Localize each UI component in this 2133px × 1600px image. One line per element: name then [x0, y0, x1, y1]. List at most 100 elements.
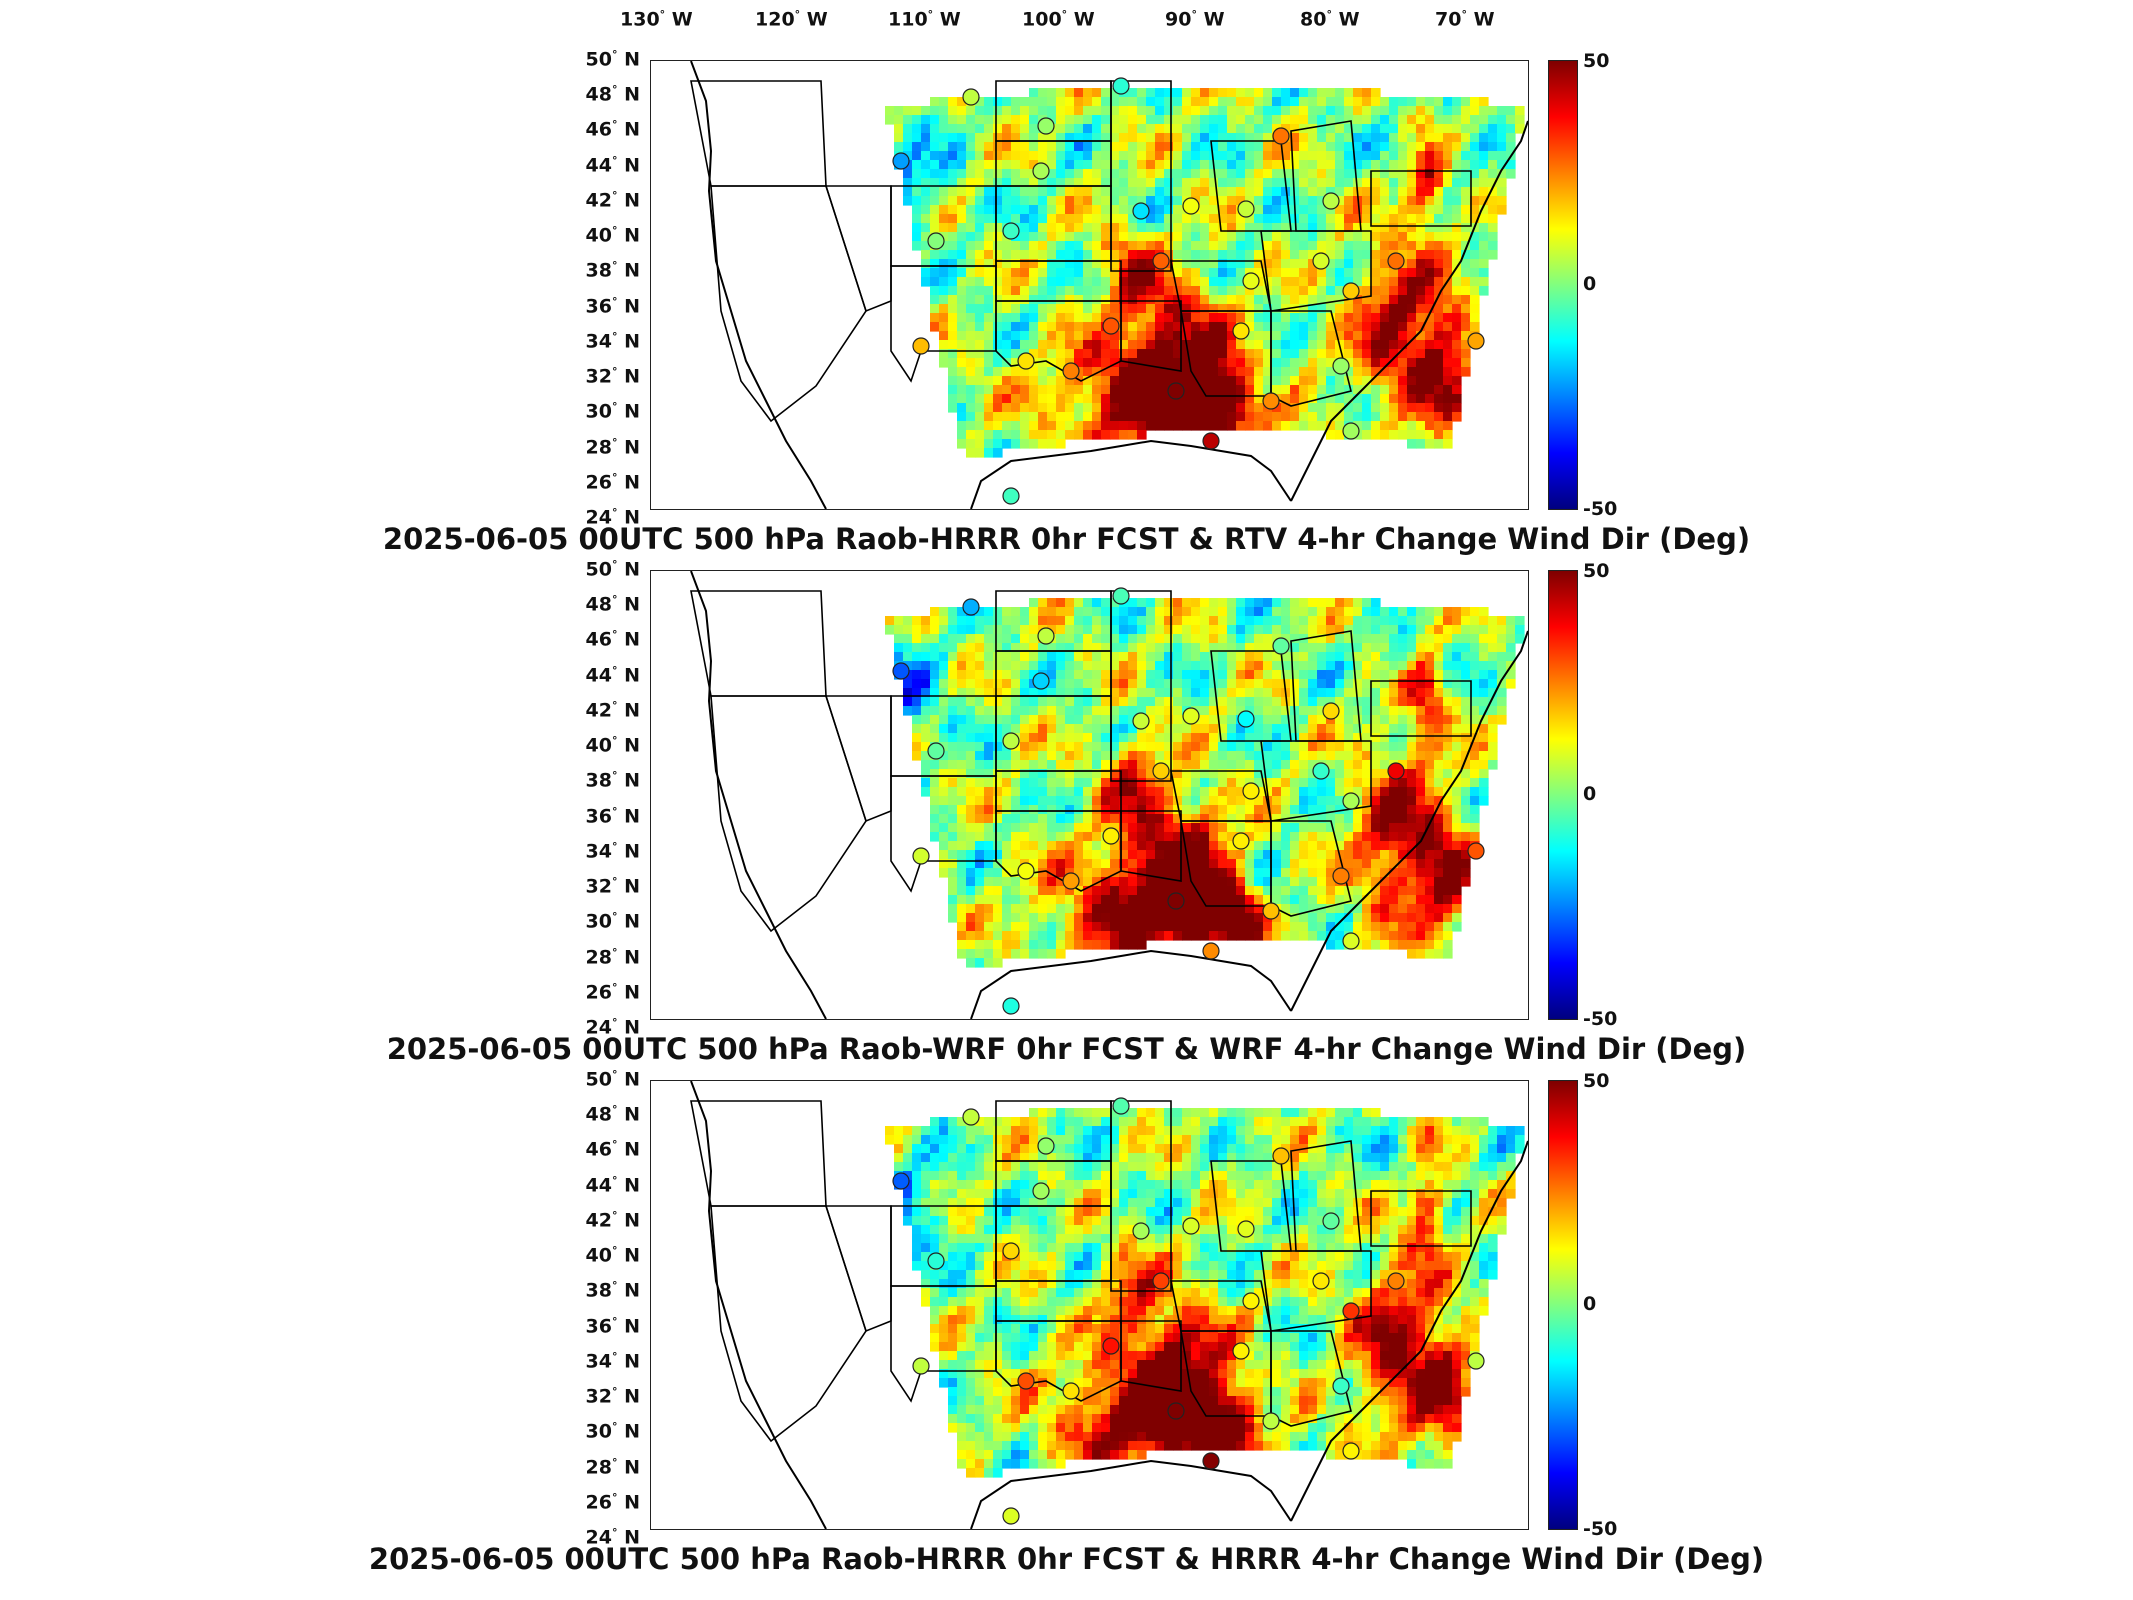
raob-station-marker — [1262, 902, 1280, 920]
state-outline — [1290, 1140, 1362, 1252]
raob-station-marker — [1332, 867, 1350, 885]
colorbar-mid-label: 0 — [1583, 1293, 1597, 1315]
state-outline — [1210, 650, 1292, 742]
lat-tick-label: 50° N — [585, 1068, 640, 1091]
raob-station-marker — [1037, 117, 1055, 135]
colorbar — [1548, 60, 1578, 510]
colorbar-min-label: -50 — [1583, 1008, 1618, 1030]
raob-station-marker — [1242, 782, 1260, 800]
raob-station-marker — [1002, 222, 1020, 240]
raob-station-marker — [1467, 1352, 1485, 1370]
state-outline — [1370, 170, 1472, 227]
raob-station-marker — [1112, 1097, 1130, 1115]
map-frame — [650, 1080, 1529, 1530]
lat-tick-label: 48° N — [585, 1103, 640, 1126]
state-outline — [1120, 810, 1182, 882]
raob-station-marker — [892, 1172, 910, 1190]
raob-station-marker — [1342, 792, 1360, 810]
raob-station-marker — [1342, 932, 1360, 950]
state-outline — [824, 695, 892, 823]
raob-station-marker — [1322, 1212, 1340, 1230]
raob-station-marker — [1232, 322, 1250, 340]
raob-station-marker — [1032, 1182, 1050, 1200]
lon-tick-label: 70° W — [1435, 8, 1495, 31]
raob-station-marker — [1467, 332, 1485, 350]
state-outline — [1270, 820, 1352, 917]
lat-tick-label: 32° N — [585, 365, 640, 388]
raob-station-marker — [1002, 997, 1020, 1015]
raob-station-marker — [1182, 197, 1200, 215]
panel-title: 2025-06-05 00UTC 500 hPa Raob-HRRR 0hr F… — [382, 522, 1751, 556]
state-outline — [710, 695, 867, 933]
raob-station-marker — [1332, 1377, 1350, 1395]
wind-direction-map — [690, 1081, 1528, 1529]
coastline — [690, 571, 1528, 1019]
colorbar-max-label: 50 — [1583, 1070, 1610, 1092]
state-outline — [1120, 1320, 1182, 1392]
lat-tick-label: 24° N — [585, 1526, 640, 1549]
lat-tick-label: 28° N — [585, 435, 640, 458]
state-outline — [1370, 680, 1472, 737]
raob-station-marker — [1167, 1402, 1185, 1420]
raob-station-marker — [1237, 200, 1255, 218]
lat-tick-label: 50° N — [585, 558, 640, 581]
colorbar-min-label: -50 — [1583, 498, 1618, 520]
lon-tick-label: 100° W — [1022, 8, 1095, 31]
state-outline — [690, 590, 827, 697]
lon-tick-label: 90° W — [1165, 8, 1225, 31]
lat-tick-label: 38° N — [585, 1279, 640, 1302]
raob-station-marker — [1182, 1217, 1200, 1235]
lat-tick-label: 38° N — [585, 769, 640, 792]
lat-tick-label: 30° N — [585, 400, 640, 423]
state-outline — [1370, 1190, 1472, 1247]
lat-tick-label: 26° N — [585, 1490, 640, 1514]
raob-station-marker — [1152, 1272, 1170, 1290]
state-outline — [824, 1205, 892, 1333]
state-outline — [710, 185, 867, 423]
raob-station-marker — [1102, 1337, 1120, 1355]
raob-station-marker — [1262, 1412, 1280, 1430]
lat-tick-label: 42° N — [585, 188, 640, 212]
lat-tick-label: 40° N — [585, 1244, 640, 1267]
raob-station-marker — [1237, 1220, 1255, 1238]
lat-tick-label: 48° N — [585, 593, 640, 616]
raob-station-marker — [927, 232, 945, 250]
colorbar-min-label: -50 — [1583, 1518, 1618, 1540]
map-frame — [650, 570, 1529, 1020]
state-outline — [1210, 1160, 1292, 1252]
raob-station-marker — [1062, 872, 1080, 890]
lat-tick-label: 24° N — [585, 506, 640, 529]
raob-station-marker — [1332, 357, 1350, 375]
raob-station-marker — [1342, 1442, 1360, 1460]
lat-tick-label: 42° N — [585, 698, 640, 722]
raob-station-marker — [1342, 282, 1360, 300]
coastline — [690, 1081, 1528, 1529]
state-outline — [1290, 120, 1362, 232]
state-outline — [690, 1100, 827, 1207]
wind-direction-map — [690, 571, 1528, 1019]
lat-tick-label: 44° N — [585, 153, 640, 177]
raob-station-marker — [1467, 842, 1485, 860]
lat-tick-label: 28° N — [585, 1455, 640, 1478]
raob-station-marker — [912, 847, 930, 865]
raob-station-marker — [927, 742, 945, 760]
lat-tick-label: 42° N — [585, 1208, 640, 1232]
lat-tick-label: 50° N — [585, 48, 640, 71]
raob-station-marker — [1202, 1452, 1220, 1470]
state-outline — [1120, 300, 1182, 372]
raob-station-marker — [1112, 587, 1130, 605]
raob-station-marker — [1017, 1372, 1035, 1390]
colorbar — [1548, 570, 1578, 1020]
raob-station-marker — [1322, 702, 1340, 720]
colorbar — [1548, 1080, 1578, 1530]
coastline — [690, 61, 1528, 509]
raob-station-marker — [1237, 710, 1255, 728]
raob-station-marker — [1002, 732, 1020, 750]
raob-station-marker — [1132, 1222, 1150, 1240]
lat-tick-label: 26° N — [585, 470, 640, 494]
raob-station-marker — [1202, 432, 1220, 450]
raob-station-marker — [1342, 1302, 1360, 1320]
state-outline — [710, 1205, 867, 1443]
raob-station-marker — [1322, 192, 1340, 210]
lat-tick-label: 40° N — [585, 734, 640, 757]
